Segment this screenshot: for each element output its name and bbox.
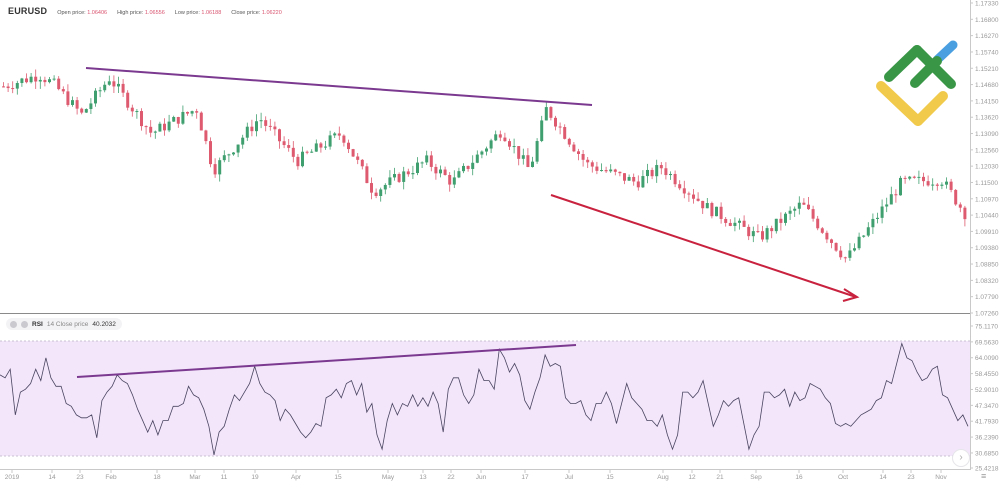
svg-text:2019: 2019 — [5, 474, 20, 481]
svg-text:1.17330: 1.17330 — [975, 1, 999, 8]
svg-text:1.09380: 1.09380 — [975, 245, 999, 252]
symbol-name: EURUSD — [8, 6, 48, 16]
svg-text:1.08320: 1.08320 — [975, 278, 999, 285]
low-price: Low price: 1.06188 — [174, 10, 222, 16]
rsi-trendline[interactable] — [76, 344, 577, 378]
svg-text:16: 16 — [795, 474, 803, 481]
visibility-toggle-icon[interactable] — [10, 320, 17, 328]
brand-logo-icon — [876, 40, 958, 126]
svg-text:69.5630: 69.5630 — [975, 339, 999, 346]
upper-trendline[interactable] — [85, 67, 593, 106]
svg-text:Jun: Jun — [476, 474, 487, 481]
svg-text:36.2390: 36.2390 — [975, 435, 999, 442]
svg-text:1.08850: 1.08850 — [975, 262, 999, 269]
rsi-series — [0, 342, 969, 455]
svg-text:1.11500: 1.11500 — [975, 180, 998, 187]
svg-text:13: 13 — [419, 474, 427, 481]
svg-text:1.16270: 1.16270 — [975, 33, 999, 40]
time-axis[interactable]: 2019 14 23 Feb 18 Mar 11 19 Apr 15 May 13 22 Jun 17 Jul… — [5, 470, 948, 481]
svg-text:41.7930: 41.7930 — [975, 419, 999, 426]
svg-text:1.13620: 1.13620 — [975, 115, 999, 122]
svg-text:Feb: Feb — [105, 474, 117, 481]
svg-text:1.13090: 1.13090 — [975, 131, 999, 138]
svg-text:1.16800: 1.16800 — [975, 17, 999, 24]
svg-text:1.10440: 1.10440 — [975, 213, 999, 220]
svg-text:1.14680: 1.14680 — [975, 82, 999, 89]
svg-text:1.15740: 1.15740 — [975, 49, 999, 56]
chart-settings-button[interactable]: ≡ — [981, 472, 986, 481]
svg-text:1.15210: 1.15210 — [975, 66, 999, 73]
svg-text:18: 18 — [153, 474, 161, 481]
candlestick-series — [2, 69, 967, 263]
svg-text:19: 19 — [251, 474, 259, 481]
svg-text:25.4218: 25.4218 — [975, 466, 999, 473]
svg-text:1.14150: 1.14150 — [975, 98, 999, 105]
svg-text:47.3470: 47.3470 — [975, 403, 999, 410]
svg-text:1.12030: 1.12030 — [975, 164, 999, 171]
open-price: Open price: 1.06406 — [57, 10, 108, 16]
svg-text:15: 15 — [334, 474, 342, 481]
chart-header: EURUSD Open price: 1.06406 High price: 1… — [8, 6, 282, 16]
svg-text:May: May — [382, 474, 395, 481]
svg-text:12: 12 — [688, 474, 696, 481]
high-price: High price: 1.06556 — [117, 10, 165, 16]
svg-text:1.12560: 1.12560 — [975, 147, 999, 154]
svg-text:14: 14 — [48, 474, 56, 481]
svg-text:Nov: Nov — [935, 474, 947, 481]
svg-text:1.09910: 1.09910 — [975, 229, 999, 236]
svg-text:17: 17 — [521, 474, 529, 481]
rsi-axis[interactable]: 75.1170 69.5630 64.0090 58.4550 52.9010 47.34… — [970, 324, 999, 473]
svg-text:75.1170: 75.1170 — [975, 324, 998, 331]
rsi-params: 14 Close price — [46, 320, 89, 328]
svg-text:52.9010: 52.9010 — [975, 387, 999, 394]
svg-text:15: 15 — [606, 474, 614, 481]
svg-text:23: 23 — [907, 474, 915, 481]
svg-text:1.07260: 1.07260 — [975, 311, 999, 318]
rsi-band — [0, 341, 970, 456]
svg-text:Aug: Aug — [657, 474, 669, 481]
svg-text:Oct: Oct — [838, 474, 848, 481]
svg-text:Mar: Mar — [189, 474, 201, 481]
rsi-name: RSI — [32, 320, 43, 328]
svg-text:1.10970: 1.10970 — [975, 196, 999, 203]
svg-text:23: 23 — [76, 474, 84, 481]
svg-text:22: 22 — [447, 474, 455, 481]
close-price: Close price: 1.06220 — [231, 10, 282, 16]
svg-text:58.4550: 58.4550 — [975, 371, 999, 378]
chevron-right-icon: › — [959, 452, 963, 463]
svg-text:11: 11 — [221, 474, 228, 481]
svg-text:14: 14 — [879, 474, 887, 481]
downtrend-arrow[interactable] — [550, 194, 860, 302]
svg-text:Apr: Apr — [291, 474, 302, 481]
scroll-right-button[interactable]: › — [952, 449, 970, 467]
svg-text:Jul: Jul — [565, 474, 574, 481]
settings-icon: ≡ — [981, 471, 987, 481]
svg-text:64.0090: 64.0090 — [975, 355, 999, 362]
indicator-settings-icon[interactable] — [21, 320, 28, 328]
svg-text:Sep: Sep — [750, 474, 762, 481]
svg-text:30.6850: 30.6850 — [975, 450, 999, 457]
svg-text:1.07790: 1.07790 — [975, 294, 999, 301]
price-axis[interactable]: 1.17330 1.16800 1.16270 1.15740 1.15210 1.146… — [970, 1, 999, 318]
rsi-legend[interactable]: RSI 14 Close price 40.2032 — [6, 318, 122, 330]
svg-text:21: 21 — [716, 474, 724, 481]
rsi-value: 40.2032 — [92, 320, 116, 328]
